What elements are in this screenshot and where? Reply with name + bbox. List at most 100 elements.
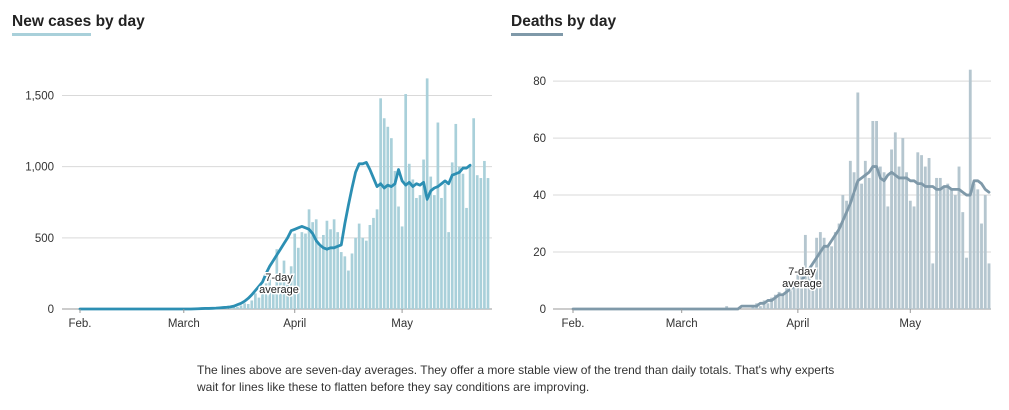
deaths-bar: [950, 189, 953, 309]
cases-x-tick-label: May: [391, 318, 413, 330]
cases-y-tick-label: 1,000: [25, 162, 54, 174]
cases-bar: [458, 166, 461, 309]
cases-bar: [296, 247, 300, 309]
deaths-y-tick-label: 0: [540, 304, 546, 316]
deaths-bar: [773, 294, 777, 309]
deaths-title-highlight: Deaths: [511, 13, 563, 36]
deaths-bar: [833, 232, 837, 309]
deaths-bar: [942, 186, 946, 309]
cases-bar: [268, 271, 272, 309]
deaths-bar: [826, 246, 830, 309]
cases-bar: [239, 305, 243, 309]
new-cases-title-highlight: New cases: [12, 13, 92, 36]
deaths-bar: [770, 297, 774, 309]
deaths-bar: [923, 166, 927, 309]
deaths-bar: [830, 246, 834, 309]
deaths-bar: [811, 280, 815, 309]
deaths-x-tick-label: Feb.: [561, 318, 584, 330]
cases-bar: [343, 256, 347, 309]
cases-bar: [300, 232, 304, 309]
deaths-bar: [961, 212, 965, 309]
deaths-bar: [912, 206, 916, 309]
deaths-bar: [848, 160, 852, 309]
cases-bar: [407, 163, 411, 309]
cases-bar: [386, 126, 390, 309]
cases-bar: [311, 222, 314, 309]
deaths-bar: [800, 271, 804, 309]
deaths-bar: [893, 132, 897, 309]
cases-bar: [339, 252, 343, 309]
deaths-bar: [785, 286, 789, 309]
new-cases-chart: 0 500 1,000 1,500 Feb. March April May 7-dayaver…: [25, 78, 492, 330]
deaths-bar: [871, 120, 875, 309]
deaths-avg-annotation: average: [782, 278, 822, 290]
deaths-y-tick-label: 40: [533, 190, 546, 202]
deaths-bar: [856, 92, 860, 310]
cases-bar: [447, 232, 450, 309]
deaths-bar: [845, 200, 849, 309]
cases-avg-annotation: 7-day: [265, 272, 293, 284]
deaths-bar: [867, 177, 871, 309]
cases-bar: [468, 166, 472, 309]
cases-bar: [275, 249, 279, 309]
deaths-bar: [863, 160, 867, 309]
cases-bar: [432, 195, 436, 309]
cases-bar: [286, 279, 289, 309]
deaths-bar: [725, 306, 729, 309]
cases-bar: [472, 118, 476, 309]
deaths-bar: [953, 195, 957, 309]
cases-bar: [289, 266, 293, 309]
deaths-panel: Deaths by day 0 20 40 60 80 Feb. March April May…: [500, 0, 1009, 345]
cases-bar: [418, 195, 422, 309]
deaths-title: Deaths by day: [511, 13, 616, 36]
cases-bar: [228, 307, 232, 309]
deaths-y-tick-label: 20: [533, 247, 546, 259]
cases-bar: [329, 229, 332, 309]
cases-bar: [364, 240, 368, 309]
cases-bar: [397, 206, 400, 309]
cases-bar: [250, 300, 254, 309]
deaths-title-suffix: by day: [562, 13, 617, 30]
deaths-bar: [882, 172, 886, 309]
cases-bar: [475, 175, 479, 309]
cases-bar: [318, 246, 322, 309]
deaths-bar: [987, 263, 991, 309]
cases-bar: [232, 307, 236, 309]
cases-average-line: [78, 160, 472, 311]
cases-bar: [440, 197, 443, 309]
cases-bar: [479, 178, 483, 309]
cases-bar: [336, 232, 340, 309]
cases-y-tick-label: 1,500: [25, 90, 54, 102]
cases-bar: [307, 209, 311, 309]
deaths-bar: [807, 269, 811, 309]
cases-bar: [436, 122, 440, 310]
cases-bar: [243, 303, 246, 309]
cases-bar: [486, 178, 490, 309]
deaths-bar: [818, 232, 822, 309]
cases-bar: [372, 217, 375, 309]
cases-bar: [361, 237, 365, 309]
cases-bar: [450, 162, 454, 309]
deaths-x-tick-label: March: [666, 318, 698, 330]
cases-bar: [354, 237, 357, 309]
cases-bar: [357, 223, 361, 309]
deaths-x-tick-label: April: [786, 318, 809, 330]
new-cases-title: New cases by day: [12, 13, 145, 36]
cases-bar: [368, 225, 372, 309]
cases-bar: [264, 283, 268, 309]
deaths-bar: [983, 195, 987, 309]
deaths-bar: [852, 172, 856, 309]
deaths-bar: [968, 69, 972, 309]
deaths-bar: [762, 300, 766, 309]
cases-bar: [393, 170, 397, 309]
cases-bar: [411, 179, 415, 309]
deaths-bar: [777, 291, 781, 309]
deaths-bar: [927, 158, 931, 309]
new-cases-panel: New cases by day 0 500 1,000 1,500 Feb. March…: [0, 0, 500, 345]
deaths-bar: [766, 303, 770, 309]
cases-bar: [350, 253, 354, 309]
deaths-bar: [972, 183, 976, 309]
deaths-bar: [751, 306, 755, 309]
cases-x-tick-label: March: [168, 318, 200, 330]
